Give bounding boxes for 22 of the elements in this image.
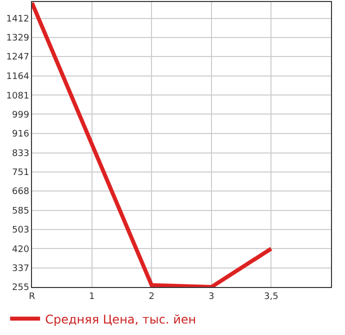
x-tick-label: 1 xyxy=(88,292,95,302)
y-tick-label: 833 xyxy=(12,148,30,159)
y-tick-label: 1412 xyxy=(6,14,30,24)
y-tick-label: 1247 xyxy=(6,52,30,63)
x-tick-label: 3 xyxy=(208,292,214,302)
y-tick-label: 1329 xyxy=(6,34,30,44)
y-tick-label: 1081 xyxy=(6,91,30,102)
y-tick-label: 337 xyxy=(12,264,30,274)
y-tick-label: 668 xyxy=(12,187,30,198)
x-tick-label: 3,5 xyxy=(264,292,278,302)
y-tick-label: 916 xyxy=(12,130,30,140)
y-tick-label: 999 xyxy=(12,110,30,120)
y-tick-label: 420 xyxy=(12,244,30,255)
legend-label: Средняя Цена, тыс. йен xyxy=(45,312,196,326)
y-tick-label: 503 xyxy=(12,226,30,236)
y-tick-label: 255 xyxy=(12,283,30,294)
y-tick-label: 585 xyxy=(12,206,30,216)
x-tick-label: R xyxy=(28,292,36,302)
line-series xyxy=(32,2,274,287)
y-tick-label: 751 xyxy=(12,168,30,178)
x-tick-label: 2 xyxy=(148,292,154,302)
y-tick-label: 1164 xyxy=(6,72,30,82)
